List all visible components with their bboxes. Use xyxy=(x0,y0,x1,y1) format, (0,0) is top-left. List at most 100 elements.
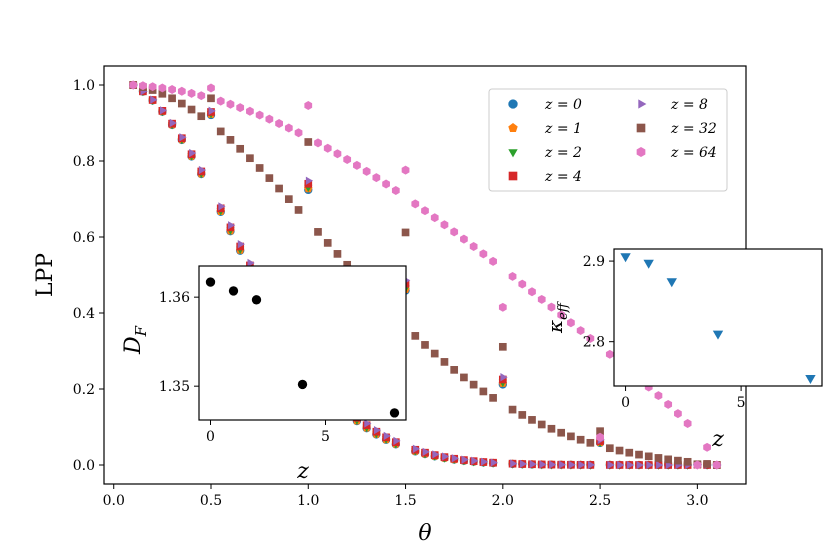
lpp-point-z64 xyxy=(586,333,595,343)
lpp-point-z64 xyxy=(275,118,283,128)
lpp-point-z8 xyxy=(461,455,469,464)
lpp-point-z64 xyxy=(460,234,468,244)
lpp-point-z64 xyxy=(343,154,352,164)
lpp-point-z64 xyxy=(391,185,400,195)
lpp-point-z32 xyxy=(275,184,283,193)
lpp-point-z8 xyxy=(383,431,391,441)
inset-kappa: 0 5 2.8 2.9 xyxy=(583,253,816,411)
lpp-point-z64 xyxy=(362,166,371,176)
lpp-point-z64 xyxy=(207,83,215,93)
inset1-y-tick-label: 1.36 xyxy=(159,290,190,306)
inset1-point xyxy=(228,286,239,296)
main-y-tick-label: 0.4 xyxy=(73,306,95,322)
legend-marker-z0 xyxy=(508,99,518,109)
lpp-point-z32 xyxy=(304,138,313,146)
lpp-point-z32 xyxy=(683,457,692,466)
lpp-point-z64 xyxy=(382,179,390,189)
lpp-point-z64 xyxy=(177,86,186,96)
lpp-point-z32 xyxy=(498,342,507,351)
inset2-point xyxy=(712,330,724,340)
lpp-point-z64 xyxy=(683,419,692,429)
main-x-axis-label: θ xyxy=(418,521,431,546)
lpp-point-z32 xyxy=(450,366,459,374)
lpp-point-z8 xyxy=(228,221,236,230)
lpp-point-z64 xyxy=(547,302,556,312)
lpp-point-z8 xyxy=(189,148,197,158)
lpp-point-z64 xyxy=(712,460,721,470)
legend-label-z1: z = 1 xyxy=(544,121,582,137)
lpp-point-z64 xyxy=(479,249,488,259)
main-y-tick-label: 1.0 xyxy=(73,78,95,94)
lpp-point-z32 xyxy=(187,105,196,114)
lpp-point-z8 xyxy=(636,460,644,470)
lpp-point-z32 xyxy=(207,94,215,103)
inset2-point xyxy=(643,259,654,269)
lpp-point-z32 xyxy=(518,411,527,419)
legend-box xyxy=(488,88,728,192)
lpp-point-z8 xyxy=(480,457,489,466)
lpp-point-z32 xyxy=(508,405,517,414)
lpp-point-z32 xyxy=(567,432,575,441)
lpp-point-z8 xyxy=(471,456,479,465)
legend-marker-z2 xyxy=(508,149,518,158)
main-x-tick-label: 2.5 xyxy=(589,493,611,509)
lpp-point-z64 xyxy=(129,80,138,90)
lpp-point-z64 xyxy=(508,271,517,281)
lpp-point-z8 xyxy=(617,460,625,470)
inset2-y-tick-label: 2.9 xyxy=(583,254,605,270)
lpp-point-z32 xyxy=(576,435,585,444)
lpp-point-z8 xyxy=(587,460,596,470)
inset1-point xyxy=(389,408,400,418)
inset-kappa-y-label-main: κ xyxy=(543,320,567,334)
lpp-point-z64 xyxy=(664,399,673,409)
inset-df-y-label: DF xyxy=(121,325,150,355)
lpp-point-z32 xyxy=(605,444,614,453)
lpp-point-z8 xyxy=(412,444,421,453)
main-y-tick-label: 0.8 xyxy=(73,154,95,170)
lpp-point-z64 xyxy=(216,96,225,106)
inset2-x-tick-label: 0 xyxy=(621,395,630,411)
lpp-point-z64 xyxy=(576,326,585,336)
lpp-point-z8 xyxy=(247,258,255,268)
lpp-point-z32 xyxy=(430,349,439,358)
inset2-point xyxy=(666,278,677,288)
lpp-point-z32 xyxy=(615,446,624,455)
lpp-point-z8 xyxy=(656,460,664,470)
legend-label-z4: z = 4 xyxy=(544,169,582,185)
lpp-point-z8 xyxy=(568,460,576,469)
lpp-point-z64 xyxy=(158,83,167,93)
lpp-point-z32 xyxy=(547,424,556,433)
lpp-point-z32 xyxy=(226,136,235,144)
lpp-point-z8 xyxy=(500,373,508,382)
lpp-point-z64 xyxy=(187,88,196,98)
inset-kappa-x-label: z xyxy=(711,427,724,452)
main-x-tick-label: 0.5 xyxy=(200,493,222,509)
legend-label-z8: z = 8 xyxy=(670,97,708,113)
inset-df-y-label-main: D xyxy=(121,336,146,355)
main-y-tick-label: 0.6 xyxy=(73,230,95,246)
lpp-point-z64 xyxy=(411,199,420,209)
lpp-point-z8 xyxy=(305,176,314,185)
lpp-point-z64 xyxy=(450,227,459,237)
lpp-point-z64 xyxy=(430,213,439,223)
lpp-point-z32 xyxy=(654,454,663,462)
lpp-point-z64 xyxy=(528,287,536,297)
lpp-point-z4 xyxy=(304,179,313,188)
lpp-point-z64 xyxy=(323,143,332,153)
legend-marker-z1 xyxy=(508,123,518,132)
lpp-point-z32 xyxy=(216,127,225,136)
lpp-point-z64 xyxy=(605,349,614,359)
main-x-tick-label: 3.0 xyxy=(686,493,708,509)
main-y-tick-label: 0.2 xyxy=(73,382,95,398)
lpp-point-z32 xyxy=(537,420,546,429)
lpp-point-z64 xyxy=(401,165,410,175)
inset-df: 0 5 1.35 1.36 xyxy=(159,277,400,445)
legend-marker-z4 xyxy=(508,171,518,181)
inset1-point xyxy=(297,379,308,390)
lpp-point-z32 xyxy=(528,416,536,424)
lpp-point-z64 xyxy=(498,302,507,312)
lpp-point-z64 xyxy=(168,84,176,94)
lpp-point-z8 xyxy=(451,454,459,463)
inset-kappa-y-label: κeff xyxy=(543,300,571,334)
